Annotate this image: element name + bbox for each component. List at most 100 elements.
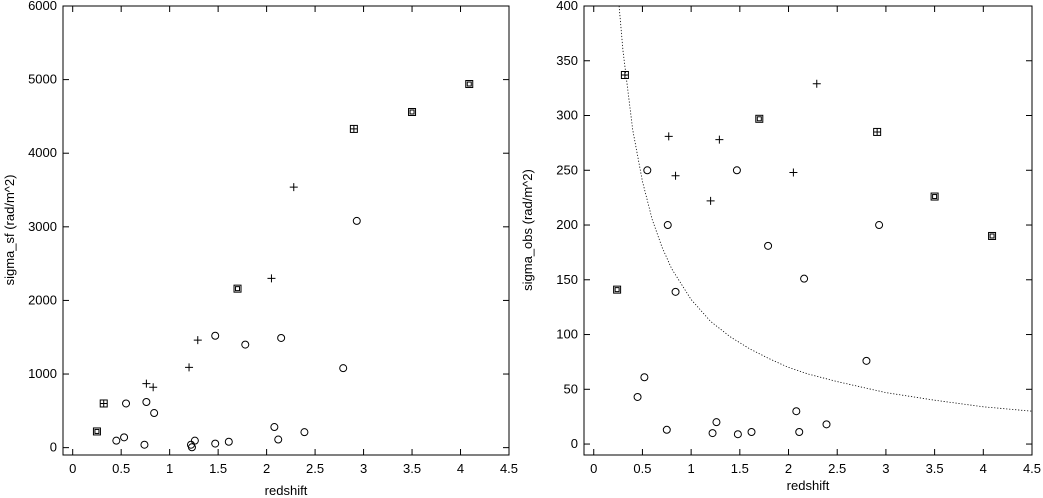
point-circle [122,399,131,408]
point-circle [747,428,756,437]
x-tick-label: 1 [166,461,173,476]
y-tick-label: 350 [556,53,578,68]
point-plus [715,135,724,144]
y-tick-label: 0 [571,436,578,451]
x-tick-label: 4 [980,461,987,476]
x-tick-label: 2 [785,461,792,476]
x-tick-label: 1.5 [731,461,749,476]
y-tick-label: 400 [556,0,578,13]
x-tick-label: 2 [263,461,270,476]
x-tick-label: 4.5 [1023,461,1041,476]
y-tick-label: 1000 [28,366,57,381]
x-tick-label: 3 [360,461,367,476]
point-boxplus [873,127,882,136]
x-tick-label: 0 [69,461,76,476]
point-circle [640,373,649,382]
y-tick-label: 4000 [28,145,57,160]
x-tick-label: 3.5 [403,461,421,476]
point-circle [140,440,149,449]
x-tick-label: 2.5 [306,461,324,476]
point-box [930,192,939,201]
chart-2: 0 0.5 1 1.5 2 2.5 3 3.5 4 4.5 0 50 100 150 200 250 300 35… [520,0,1041,493]
x-tick-label: 4.5 [500,461,518,476]
point-box [92,427,101,436]
point-circle [150,409,159,418]
y-tick-label: 300 [556,108,578,123]
x-tick-label: 3.5 [926,461,944,476]
point-circle [764,241,773,250]
point-plus [664,132,673,141]
y-tick-label: 200 [556,217,578,232]
point-circle [190,436,199,445]
point-circle [643,166,652,175]
point-circle [792,407,801,416]
point-box [465,80,474,89]
point-plus [193,336,202,345]
plot-frame [583,5,1033,456]
point-circle [142,398,151,407]
point-plus [267,274,276,283]
point-circle [270,423,279,432]
point-circle [663,221,672,230]
point-boxplus [620,70,629,79]
point-circle [187,443,196,452]
point-plus [149,383,158,392]
point-plus [789,168,798,177]
point-circle [800,274,809,283]
y-axis-label: sigma_sf (rad/m^2) [2,175,17,286]
x-tick-label: 1 [688,461,695,476]
point-circle [795,428,804,437]
point-circle [224,437,233,446]
x-tick-label: 3 [882,461,889,476]
point-plus [812,79,821,88]
point-circle [708,429,717,438]
point-circle [822,420,831,429]
point-plus [289,183,298,192]
x-tick-label: 0.5 [633,461,651,476]
point-circle [211,331,220,340]
point-plus [185,363,194,372]
point-box [755,114,764,123]
y-tick-label: 3000 [28,219,57,234]
x-tick-label: 1.5 [209,461,227,476]
y-tick-label: 0 [50,440,57,455]
point-plus [671,171,680,180]
point-box [988,231,997,240]
y-tick-label: 50 [564,381,578,396]
y-tick-label: 250 [556,162,578,177]
point-circle [862,356,871,365]
point-box [613,285,622,294]
chart-1: 0 0.5 1 1.5 2 2.5 3 3.5 4 4.5 0 1000 2000 3000 4000 500… [2,0,518,498]
y-axis-label: sigma_obs (rad/m^2) [520,169,535,291]
point-box [408,107,417,116]
point-circle [241,340,250,349]
point-boxplus [349,124,358,133]
x-tick-label: 0 [590,461,597,476]
point-circle [633,392,642,401]
dotted-curve [618,6,1032,412]
point-plus [706,196,715,205]
point-circle [671,287,680,296]
x-axis-label: redshift [787,478,830,493]
point-circle [733,430,742,439]
plot-frame [62,5,510,456]
y-tick-label: 2000 [28,292,57,307]
point-box [233,284,242,293]
x-tick-label: 0.5 [112,461,130,476]
y-tick-label: 100 [556,327,578,342]
point-circle [120,433,129,442]
point-circle [339,364,348,373]
x-tick-label: 4 [457,461,464,476]
point-circle [352,216,361,225]
point-circle [112,436,121,445]
point-boxplus [99,399,108,408]
y-tick-label: 5000 [28,72,57,87]
x-axis-label: redshift [265,483,308,498]
point-circle [277,333,286,342]
point-circle [662,425,671,434]
point-circle [732,166,741,175]
point-circle [300,428,309,437]
x-tick-label: 2.5 [828,461,846,476]
point-plus [142,379,151,388]
